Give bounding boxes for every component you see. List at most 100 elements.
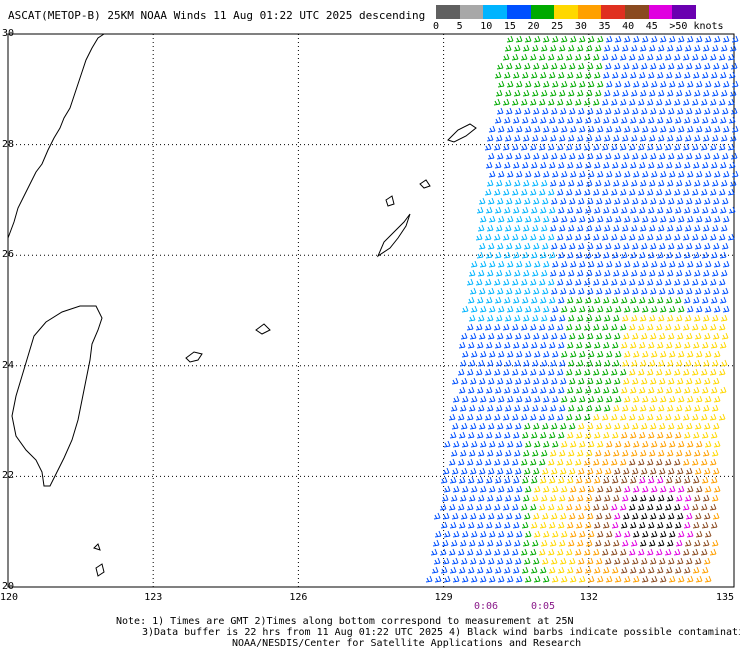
wind-barb <box>638 386 646 394</box>
wind-barb <box>532 287 540 295</box>
wind-barb <box>468 314 476 322</box>
wind-barb <box>524 305 532 313</box>
wind-barb <box>682 368 690 376</box>
wind-barb <box>640 467 648 475</box>
wind-barb <box>649 107 657 115</box>
wind-barb <box>484 413 492 421</box>
wind-barb <box>575 206 583 214</box>
wind-barb <box>568 332 576 340</box>
wind-barb <box>632 80 640 88</box>
wind-barb <box>675 359 683 367</box>
wind-barb <box>593 251 601 259</box>
wind-barb <box>596 395 604 403</box>
wind-barb <box>551 260 559 268</box>
wind-barb <box>576 179 584 187</box>
wind-barb <box>691 278 699 286</box>
wind-barb <box>639 314 647 322</box>
scale-swatch <box>672 5 696 19</box>
wind-barb <box>551 440 559 448</box>
wind-barb <box>523 467 531 475</box>
wind-barb <box>592 368 600 376</box>
wind-barb <box>710 161 718 169</box>
wind-barb <box>540 539 548 547</box>
wind-barb <box>467 566 475 574</box>
wind-barb <box>668 530 676 538</box>
wind-barb <box>595 467 603 475</box>
wind-barb <box>557 476 565 484</box>
wind-barb <box>675 494 683 502</box>
wind-barb <box>650 395 658 403</box>
wind-barb <box>704 35 712 43</box>
wind-barb <box>596 260 604 268</box>
wind-barb <box>623 575 631 583</box>
wind-barb <box>646 278 654 286</box>
wind-barb <box>503 116 511 124</box>
wind-barb <box>505 557 513 565</box>
wind-barb <box>565 548 573 556</box>
wind-barb <box>458 521 466 529</box>
wind-barb <box>556 53 564 61</box>
wind-barb <box>478 512 486 520</box>
wind-barb <box>451 467 459 475</box>
small-island <box>95 563 105 577</box>
wind-barb <box>494 71 502 79</box>
wind-barb <box>494 206 502 214</box>
wind-barb <box>731 125 739 133</box>
wind-barb <box>475 323 483 331</box>
wind-barb <box>676 557 684 565</box>
wind-barb <box>548 386 556 394</box>
wind-barb <box>520 548 528 556</box>
wind-barb <box>560 530 568 538</box>
wind-barb <box>709 413 717 421</box>
wind-barb <box>700 278 708 286</box>
wind-barb <box>712 107 720 115</box>
wind-barb <box>566 206 574 214</box>
wind-barb <box>550 332 558 340</box>
taiwan-coastline <box>11 305 103 487</box>
wind-barb <box>556 548 564 556</box>
wind-barb <box>711 449 719 457</box>
wind-barb <box>646 188 654 196</box>
wind-barb <box>521 296 529 304</box>
wind-barb <box>440 476 448 484</box>
wind-barb <box>587 575 595 583</box>
wind-barb <box>567 449 575 457</box>
wind-barb <box>677 485 685 493</box>
wind-barb <box>603 404 611 412</box>
wind-barb <box>603 44 611 52</box>
wind-barb <box>611 521 619 529</box>
wind-barb <box>613 557 621 565</box>
wind-barb <box>497 260 505 268</box>
wind-barb <box>700 53 708 61</box>
wind-barb <box>657 494 665 502</box>
wind-barb <box>578 170 586 178</box>
wind-barb <box>712 422 720 430</box>
wind-barb <box>649 422 657 430</box>
wind-barb <box>540 449 548 457</box>
wind-barb <box>461 530 469 538</box>
wind-barb <box>596 305 604 313</box>
wind-barb <box>487 467 495 475</box>
wind-barb <box>504 224 512 232</box>
wind-barb <box>547 53 555 61</box>
wind-barb <box>529 503 537 511</box>
wind-barb <box>641 350 649 358</box>
wind-barb <box>605 440 613 448</box>
wind-barb <box>704 260 712 268</box>
wind-barb <box>685 242 693 250</box>
wind-barb <box>622 422 630 430</box>
wind-barb <box>649 557 657 565</box>
wind-barb <box>539 521 547 529</box>
wind-barb <box>666 179 674 187</box>
wind-barb <box>712 377 720 385</box>
longitude-label: 135 <box>716 592 735 603</box>
wind-barb <box>530 251 538 259</box>
wind-barb <box>547 98 555 106</box>
wind-barb <box>704 530 712 538</box>
wind-barb <box>486 269 494 277</box>
wind-barb <box>632 170 640 178</box>
wind-barb <box>504 404 512 412</box>
wind-barb <box>477 359 485 367</box>
wind-barb <box>576 359 584 367</box>
wind-barb <box>695 485 703 493</box>
